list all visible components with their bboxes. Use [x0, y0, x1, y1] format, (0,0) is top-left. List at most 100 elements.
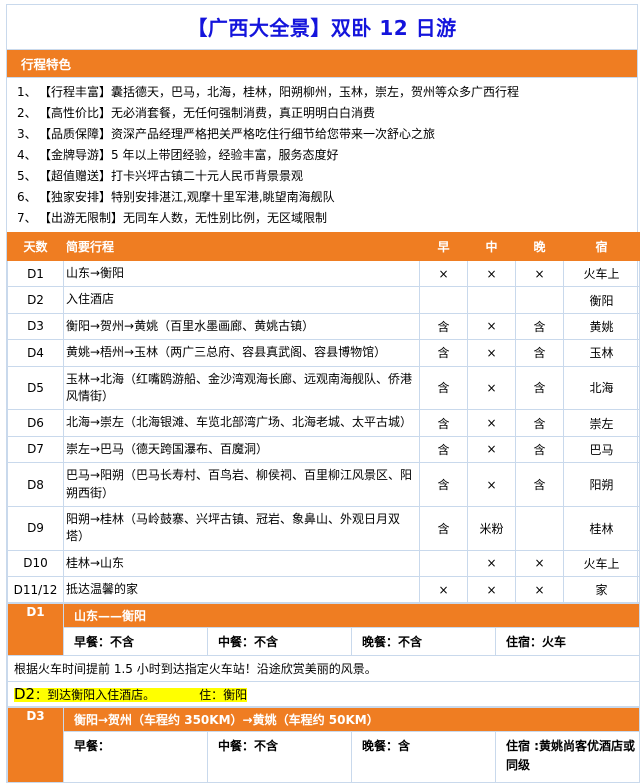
cell-dinner: ×: [515, 259, 564, 288]
cell-route: 阳朔→桂林（马岭鼓寨、兴坪古镇、冠岩、象鼻山、外观日月双塔）: [63, 505, 420, 551]
feature-number: 3、: [17, 127, 37, 141]
cell-stay: 巴马: [563, 435, 640, 464]
itinerary-table-body: D1 山东→衡阳 × × × 火车上 D2 入住酒店 衡阳 D3: [7, 259, 640, 604]
cell-lunch: ×: [467, 462, 516, 507]
column-header-breakfast: 早: [419, 232, 468, 261]
cell-lunch: ×: [467, 365, 516, 411]
table-row: D3 衡阳→贺州→黄姚（百里水墨画廊、黄姚古镇） 含 × 含 黄姚: [7, 312, 640, 341]
cell-route: 衡阳→贺州→黄姚（百里水墨画廊、黄姚古镇）: [63, 312, 420, 341]
day-detail-d3: D3 衡阳→贺州（车程约 350KM）→黄姚（车程约 50KM） 早餐： 中餐：…: [7, 707, 641, 783]
cell-dinner: 含: [515, 339, 564, 367]
cell-dinner: 含: [515, 312, 564, 341]
cell-day: D11/12: [7, 576, 64, 604]
detail-lunch: 中餐：不含: [207, 627, 352, 657]
cell-route: 玉林→北海（红嘴鸥游船、金沙湾观海长廊、远观南海舰队、侨港风情街）: [63, 365, 420, 411]
detail-note: 根据火车时间提前 1.5 小时到达指定火车站！沿途欣赏美丽的风景。: [6, 655, 641, 683]
cell-dinner: [515, 505, 564, 551]
day-route-title: 山东——衡阳: [62, 603, 641, 629]
cell-lunch: ×: [467, 549, 516, 578]
cell-day: D3: [7, 312, 64, 341]
detail-dinner: 晚餐：含: [351, 731, 496, 783]
detail-breakfast: 早餐：不含: [63, 627, 208, 657]
cell-day: D6: [7, 409, 64, 437]
cell-lunch: ×: [467, 576, 516, 604]
cell-breakfast: 含: [419, 435, 468, 464]
cell-day: D1: [7, 259, 64, 288]
list-item: 2、 【高性价比】无必消套餐，无任何强制消费，真正明明白白消费: [7, 103, 637, 124]
column-header-dinner: 晚: [515, 232, 564, 261]
cell-breakfast: 含: [419, 312, 468, 341]
feature-number: 5、: [17, 169, 37, 183]
table-row: D6 北海→崇左（北海银滩、车览北部湾广场、北海老城、太平古城） 含 × 含 崇…: [7, 409, 640, 437]
feature-number: 1、: [17, 85, 37, 99]
column-header-days: 天数: [7, 232, 64, 261]
detail-breakfast: 早餐：: [63, 731, 208, 783]
table-row: D7 崇左→巴马（德天跨国瀑布、百魔洞） 含 × 含 巴马: [7, 435, 640, 464]
list-item: 5、 【超值赠送】打卡兴坪古镇二十元人民币背景景观: [7, 166, 637, 187]
cell-day: D7: [7, 435, 64, 464]
cell-route: 山东→衡阳: [63, 259, 420, 288]
cell-stay: 崇左: [563, 409, 640, 437]
cell-dinner: [515, 286, 564, 314]
cell-stay: 火车上: [563, 549, 640, 578]
feature-text: 【独家安排】特别安排湛江,观摩十里军港,眺望南海舰队: [39, 190, 335, 204]
cell-route: 入住酒店: [63, 286, 420, 314]
day-detail-meals-row: 早餐：不含 中餐：不含 晚餐：不含 住宿：火车: [8, 627, 641, 657]
list-item: 1、 【行程丰富】囊括德天，巴马，北海，桂林，阳朔柳州，玉林，崇左，贺州等众多广…: [7, 82, 637, 103]
cell-day: D10: [7, 549, 64, 578]
cell-dinner: 含: [515, 435, 564, 464]
cell-day: D9: [7, 505, 64, 551]
cell-dinner: ×: [515, 549, 564, 578]
d2-highlight: D2：到达衡阳入住酒店。 住：衡阳: [14, 685, 248, 704]
cell-route: 巴马→阳朔（巴马长寿村、百鸟岩、柳侯祠、百里柳江风景区、阳朔西街）: [63, 462, 420, 507]
d2-stay: 住：衡阳: [199, 688, 248, 703]
day-detail-route-row: D3 衡阳→贺州（车程约 350KM）→黄姚（车程约 50KM）: [7, 707, 641, 783]
list-item: 4、 【金牌导游】5 年以上带团经验，经验丰富，服务态度好: [7, 145, 637, 166]
table-row: D2 入住酒店 衡阳: [7, 286, 640, 314]
feature-number: 7、: [17, 211, 37, 225]
itinerary-table-header: 天数 简要行程 早 中 晚 宿: [7, 232, 640, 261]
table-row: D8 巴马→阳朔（巴马长寿村、百鸟岩、柳侯祠、百里柳江风景区、阳朔西街） 含 ×…: [7, 462, 640, 507]
cell-day: D4: [7, 339, 64, 367]
cell-breakfast: 含: [419, 462, 468, 507]
page-title: 【广西大全景】双卧 12 日游: [187, 16, 457, 40]
detail-stay: 住宿：火车: [494, 627, 641, 657]
d2-label: D2: [14, 685, 36, 704]
feature-text: 【品质保障】资深产品经理严格把关严格吃住行细节给您带来一次舒心之旅: [39, 127, 436, 141]
day-badge: D1: [7, 603, 64, 657]
cell-breakfast: ×: [419, 576, 468, 604]
cell-day: D2: [7, 286, 64, 314]
cell-dinner: 含: [515, 365, 564, 411]
table-row: D9 阳朔→桂林（马岭鼓寨、兴坪古镇、冠岩、象鼻山、外观日月双塔） 含 米粉 桂…: [7, 505, 640, 551]
list-item: 6、 【独家安排】特别安排湛江,观摩十里军港,眺望南海舰队: [7, 187, 637, 208]
cell-lunch: ×: [467, 259, 516, 288]
cell-lunch: [467, 286, 516, 314]
column-header-stay: 宿: [563, 232, 640, 261]
cell-lunch: ×: [467, 339, 516, 367]
cell-breakfast: 含: [419, 365, 468, 411]
itinerary-table: 天数 简要行程 早 中 晚 宿 D1 山东→衡阳 × × × 火车上: [7, 232, 640, 604]
table-row: D5 玉林→北海（红嘴鸥游船、金沙湾观海长廊、远观南海舰队、侨港风情街） 含 ×…: [7, 365, 640, 411]
cell-breakfast: 含: [419, 409, 468, 437]
cell-route: 北海→崇左（北海银滩、车览北部湾广场、北海老城、太平古城）: [63, 409, 420, 437]
day-detail-meals-row: 早餐： 中餐：不含 晚餐：含 住宿 :黄姚尚客优酒店或同级: [8, 731, 641, 783]
d2-text: ：到达衡阳入住酒店。: [35, 688, 156, 703]
cell-dinner: 含: [515, 462, 564, 507]
cell-day: D8: [7, 462, 64, 507]
feature-number: 6、: [17, 190, 37, 204]
cell-lunch: 米粉: [467, 505, 516, 551]
detail-stay: 住宿 :黄姚尚客优酒店或同级: [494, 731, 641, 783]
cell-breakfast: [419, 286, 468, 314]
table-header-row: 天数 简要行程 早 中 晚 宿: [7, 232, 640, 261]
document-frame: 【广西大全景】双卧 12 日游 行程特色 1、 【行程丰富】囊括德天，巴马，北海…: [6, 4, 641, 783]
day-detail-route-row: D1 山东——衡阳: [7, 603, 641, 657]
day-route-title: 衡阳→贺州（车程约 350KM）→黄姚（车程约 50KM）: [62, 707, 641, 733]
d2-cell: D2：到达衡阳入住酒店。 住：衡阳: [6, 681, 641, 708]
cell-stay: 家: [563, 576, 640, 604]
day-detail-note-row: 根据火车时间提前 1.5 小时到达指定火车站！沿途欣赏美丽的风景。: [6, 655, 641, 683]
table-row: D11/12 抵达温馨的家 × × × 家: [7, 576, 640, 604]
cell-breakfast: 含: [419, 505, 468, 551]
d2-line: D2：到达衡阳入住酒店。 住：衡阳: [8, 682, 639, 706]
column-header-route: 简要行程: [63, 232, 420, 261]
